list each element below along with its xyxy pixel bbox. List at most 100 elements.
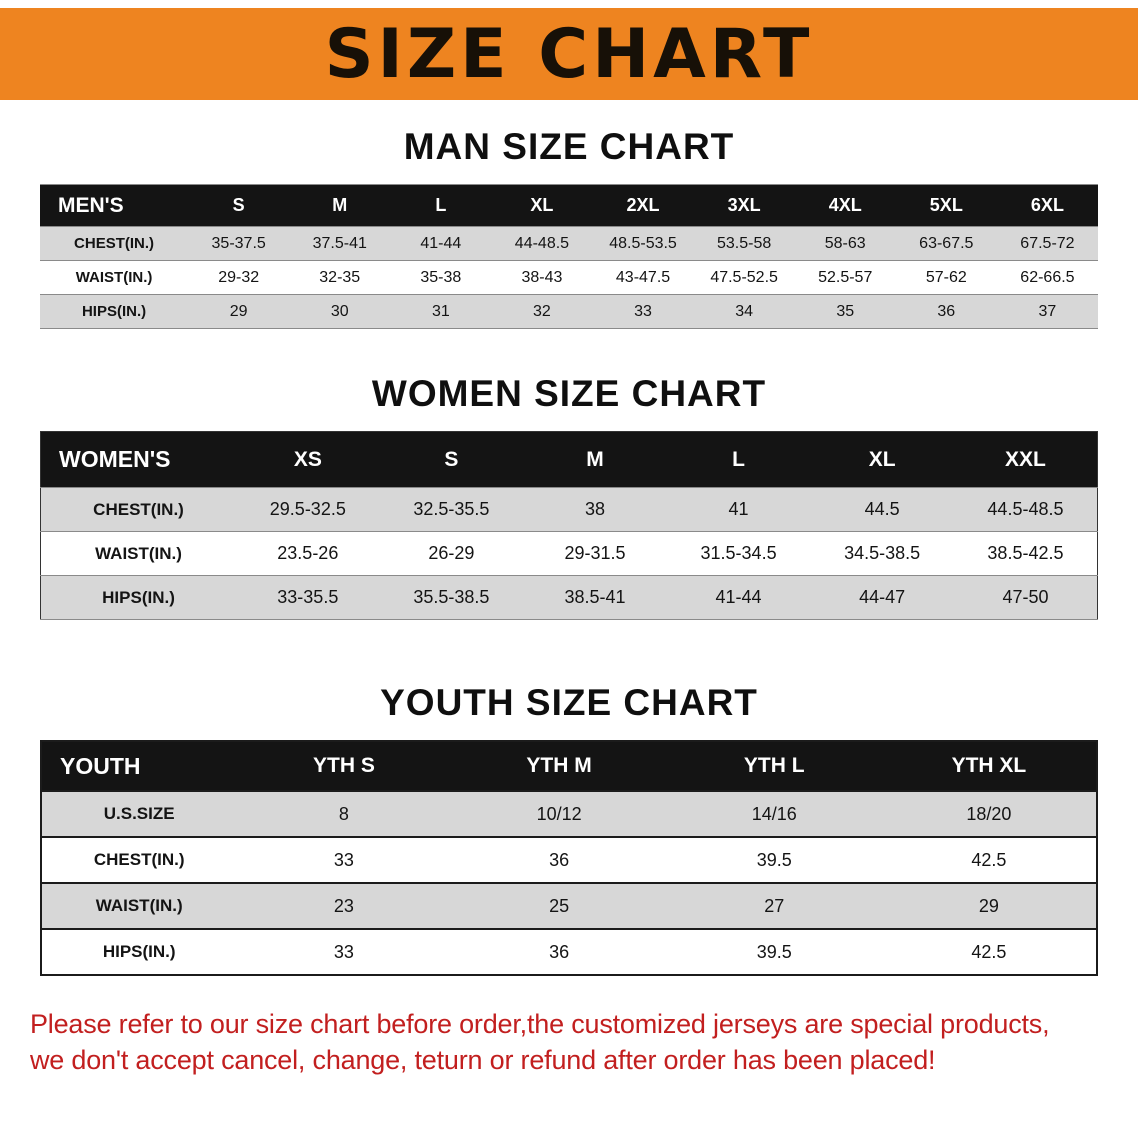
value-cell: 52.5-57 [818,268,873,286]
value-cell: 36 [549,849,570,870]
value-cell: 44-48.5 [514,234,570,252]
value-cell: 31 [431,302,450,320]
size-header-cell: XS [236,431,380,488]
value-cell: 62-66.5 [1020,268,1075,286]
value-cell: 38 [584,499,605,519]
women-size-table: WOMEN'S XS S M L XL XXL CHEST(IN.) 29.5-32.5 32.5… [40,431,1098,620]
size-header-cell: YTH S [236,741,452,791]
value-cell: 48.5-53.5 [609,234,677,252]
value-cell: 30 [330,302,349,320]
value-cell: 27 [764,895,785,916]
banner-title: SIZE CHART [324,14,814,94]
value-cell: 43-47.5 [615,268,671,286]
notice-line-2: we don't accept cancel, change, teturn o… [30,1045,936,1076]
table-row: CHEST(IN.) 35-37.5 37.5-41 41-44 44-48.5 48.5… [40,226,1098,261]
table-row: CHEST(IN.) 33 36 39.5 42.5 [41,837,1097,883]
value-cell: 42.5 [971,941,1007,962]
value-cell: 67.5-72 [1020,234,1075,252]
size-header-cell: L [666,431,811,488]
table-row: WAIST(IN.) 29-32 32-35 35-38 38-43 43-47.5 47.… [40,260,1098,295]
value-cell: 29.5-32.5 [269,499,346,519]
row-label-cell: WAIST(IN.) [75,269,153,286]
value-cell: 34 [735,302,754,320]
size-header-cell: L [390,184,492,227]
size-header-cell: XL [810,431,954,488]
row-label-cell: HIPS(IN.) [81,303,147,320]
table-row: HIPS(IN.) 33-35.5 35.5-38.5 38.5-41 41-44 44-… [40,575,1098,620]
value-cell: 32 [533,302,551,320]
row-label-cell: HIPS(IN.) [102,587,175,607]
value-cell: 38-43 [521,268,563,286]
value-cell: 31.5-34.5 [700,543,777,563]
table-row: HIPS(IN.) 29 30 31 32 33 34 35 36 37 [40,294,1098,329]
value-cell: 38.5-41 [564,587,626,607]
table-title-cell: YOUTH [41,741,237,791]
value-cell: 39.5 [756,941,792,962]
youth-size-table: YOUTH YTH S YTH M YTH L YTH XL U.S.SIZE 8 10/12… [40,740,1098,976]
value-cell: 47.5-52.5 [710,268,778,286]
value-cell: 29-32 [218,268,260,286]
value-cell: 18/20 [966,803,1012,824]
table-row: WAIST(IN.) 23.5-26 26-29 29-31.5 31.5-34.5 34… [40,531,1098,576]
size-header-cell: M [289,184,391,227]
value-cell: 58-63 [824,234,866,252]
table-title-cell: WOMEN'S [40,431,237,488]
value-cell: 53.5-58 [716,234,772,252]
size-header-cell: YTH M [451,741,667,791]
value-cell: 36 [937,302,956,320]
table-header-row: YOUTH YTH S YTH M YTH L YTH XL [41,741,1097,791]
man-size-chart-heading: MAN SIZE CHART [403,126,735,167]
value-cell: 57-62 [925,268,967,286]
size-header-cell: M [523,431,667,488]
youth-size-chart-section: YOUTH SIZE CHART YOUTH YTH S YTH M YTH L YTH… [0,682,1138,976]
order-notice: Please refer to our size chart before or… [30,1006,1126,1079]
man-size-chart-section: MAN SIZE CHART MEN'S S M L XL 2XL 3XL 4XL 5XL 6XL… [0,126,1138,329]
value-cell: 41-44 [420,234,462,252]
value-cell: 32-35 [319,268,361,286]
value-cell: 10/12 [536,803,582,824]
table-row: U.S.SIZE 8 10/12 14/16 18/20 [41,791,1097,837]
size-header-cell: XXL [953,431,1098,488]
row-label-cell: WAIST(IN.) [95,543,182,563]
value-cell: 29 [978,895,999,916]
size-header-cell: 4XL [794,184,896,227]
value-cell: 44.5 [864,499,900,519]
value-cell: 29-31.5 [564,543,626,563]
row-label-cell: CHEST(IN.) [74,235,155,252]
value-cell: 42.5 [971,849,1007,870]
size-header-cell: YTH XL [881,741,1097,791]
table-header-row: WOMEN'S XS S M L XL XXL [40,431,1098,488]
value-cell: 35.5-38.5 [413,587,490,607]
value-cell: 44-47 [859,587,906,607]
women-size-chart-section: WOMEN SIZE CHART WOMEN'S XS S M L XL XXL CHEST(… [0,373,1138,620]
table-row: HIPS(IN.) 33 36 39.5 42.5 [41,929,1097,975]
value-cell: 35-38 [420,268,462,286]
youth-size-chart-heading: YOUTH SIZE CHART [380,682,758,723]
size-header-cell: 6XL [996,184,1098,227]
table-title-cell: MEN'S [40,184,189,227]
value-cell: 63-67.5 [919,234,974,252]
table-header-row: MEN'S S M L XL 2XL 3XL 4XL 5XL 6XL [40,184,1098,227]
value-cell: 32.5-35.5 [413,499,490,519]
notice-line-1: Please refer to our size chart before or… [30,1009,1050,1039]
row-label-cell: CHEST(IN.) [93,499,184,519]
value-cell: 36 [549,941,570,962]
value-cell: 33 [333,941,354,962]
value-cell: 33 [634,302,652,320]
value-cell: 33 [333,849,354,870]
size-header-cell: 3XL [693,184,795,227]
value-cell: 44.5-48.5 [987,499,1064,519]
value-cell: 14/16 [751,803,797,824]
value-cell: 39.5 [756,849,792,870]
value-cell: 47-50 [1002,587,1049,607]
value-cell: 41-44 [715,587,762,607]
size-header-cell: XL [491,184,593,227]
value-cell: 38.5-42.5 [987,543,1064,563]
row-label-cell: HIPS(IN.) [102,942,176,961]
value-cell: 34.5-38.5 [844,543,921,563]
value-cell: 35-37.5 [211,234,266,252]
women-size-chart-heading: WOMEN SIZE CHART [371,373,767,414]
size-chart-content: MAN SIZE CHART MEN'S S M L XL 2XL 3XL 4XL 5XL 6XL… [0,126,1138,976]
size-header-cell: 2XL [592,184,694,227]
men-size-table: MEN'S S M L XL 2XL 3XL 4XL 5XL 6XL CHEST(IN.) 35-37… [40,184,1098,329]
